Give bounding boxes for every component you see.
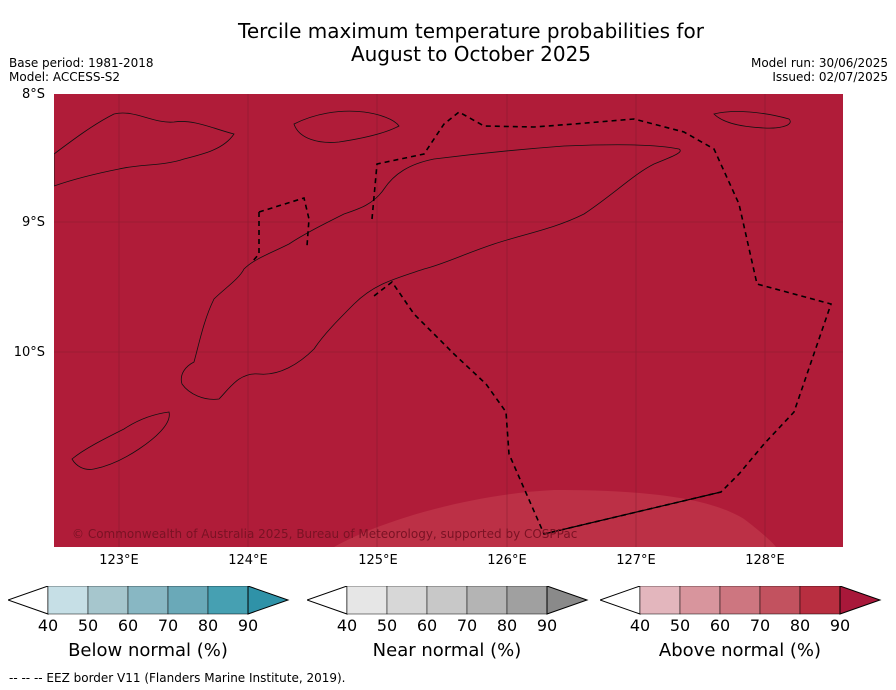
tick: 50 [669, 616, 691, 635]
lon-label-128e: 128°E [745, 553, 785, 568]
above-bin-60-70 [719, 586, 761, 615]
probability-field [54, 94, 843, 547]
lon-label-125e: 125°E [358, 553, 398, 568]
eez-border [251, 111, 833, 535]
meta-left: Base period: 1981-2018 Model: ACCESS-S2 [9, 56, 154, 84]
above-bin-70-80 [759, 586, 801, 615]
below-extend-low [8, 586, 49, 615]
eez-footnote: -- -- -- EEZ border V11 (Flanders Marine… [9, 671, 346, 685]
title-line-2: August to October 2025 [350, 42, 592, 66]
issued-date: Issued: 02/07/2025 [772, 70, 888, 84]
eez-segment-solid [543, 491, 722, 535]
copyright-notice: © Commonwealth of Australia 2025, Bureau… [72, 527, 577, 541]
tick: 40 [629, 616, 651, 635]
babar-island-coastline [713, 111, 791, 129]
alor-island-coastline [54, 112, 235, 187]
tick: 80 [789, 616, 811, 635]
colorbar-above-normal [600, 586, 882, 615]
tick: 60 [709, 616, 731, 635]
above-bin-40-50 [639, 586, 681, 615]
below-bin-80-90 [207, 586, 249, 615]
tick: 50 [376, 616, 398, 635]
lon-label-123e: 123°E [99, 553, 139, 568]
colorbar-below-label: Below normal (%) [68, 640, 228, 661]
tick: 70 [749, 616, 771, 635]
lon-label-126e: 126°E [487, 553, 527, 568]
tick: 60 [117, 616, 139, 635]
below-bin-70-80 [167, 586, 209, 615]
tick: 40 [336, 616, 358, 635]
model-run: Model run: 30/06/2025 [750, 56, 888, 70]
meta-right: Model run: 30/06/2025 Issued: 02/07/2025 [751, 56, 888, 84]
below-bin-60-70 [127, 586, 169, 615]
wetar-coastline [293, 110, 400, 143]
near-bin-70-80 [466, 586, 508, 615]
colorbar-below-normal [8, 586, 290, 615]
lat-label-8s: 8°S [21, 87, 45, 102]
tick: 90 [829, 616, 851, 635]
lat-label-10s: 10°S [13, 345, 45, 360]
tick: 80 [496, 616, 518, 635]
chart-title: Tercile maximum temperature probabilitie… [0, 20, 896, 66]
tick: 80 [197, 616, 219, 635]
tick: 40 [37, 616, 59, 635]
below-extend-high [247, 586, 290, 615]
rote-island-coastline [71, 411, 170, 470]
base-period: Base period: 1981-2018 [9, 56, 154, 70]
tick: 70 [157, 616, 179, 635]
lon-label-124e: 124°E [228, 553, 268, 568]
lower-probability-area [334, 490, 776, 547]
near-extend-high [546, 586, 589, 615]
tick: 90 [536, 616, 558, 635]
title-line-1: Tercile maximum temperature probabilitie… [238, 19, 704, 43]
colorbar-near-label: Near normal (%) [372, 640, 522, 661]
above-bin-80-90 [799, 586, 841, 615]
coastlines [54, 110, 791, 470]
timor-coastline [180, 144, 681, 400]
near-bin-50-60 [386, 586, 428, 615]
tick: 60 [416, 616, 438, 635]
above-extend-low [600, 586, 641, 615]
lon-label-127e: 127°E [616, 553, 656, 568]
tick: 90 [237, 616, 259, 635]
lat-label-9s: 9°S [21, 215, 45, 230]
colorbar-near-normal [307, 586, 589, 615]
map-panel: © Commonwealth of Australia 2025, Bureau… [54, 94, 843, 547]
near-extend-low [307, 586, 348, 615]
colorbar-above-label: Above normal (%) [658, 640, 822, 661]
above-bin-50-60 [679, 586, 721, 615]
above-extend-high [839, 586, 882, 615]
near-bin-80-90 [506, 586, 548, 615]
tick: 50 [77, 616, 99, 635]
below-bin-40-50 [47, 586, 89, 615]
near-bin-60-70 [426, 586, 468, 615]
tick: 70 [456, 616, 478, 635]
model-name: Model: ACCESS-S2 [9, 70, 121, 84]
near-bin-40-50 [346, 586, 388, 615]
below-bin-50-60 [87, 586, 129, 615]
